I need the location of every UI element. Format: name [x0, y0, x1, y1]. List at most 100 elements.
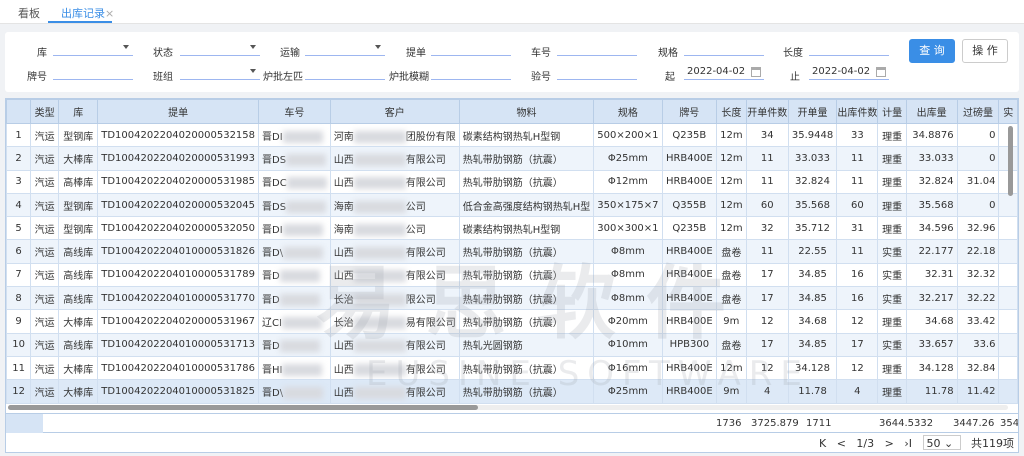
table-cell: 盘卷	[716, 332, 747, 357]
table-cell: 热轧带肋钢筋（抗震）	[458, 169, 595, 194]
transport-select[interactable]	[305, 42, 385, 56]
last-page-icon[interactable]: ›I	[904, 437, 912, 450]
spec-input[interactable]	[684, 42, 764, 56]
end-date-input[interactable]: 2022-04-02	[809, 66, 889, 80]
column-header[interactable]: 客户	[329, 99, 460, 124]
calendar-icon[interactable]	[751, 67, 761, 77]
table-cell: 22.177	[905, 239, 958, 264]
column-header[interactable]	[6, 99, 32, 124]
column-header[interactable]: 物料	[458, 99, 595, 124]
table-cell: 7	[6, 262, 32, 288]
vehicle-prefix: 晋DS	[262, 154, 287, 166]
customer-prefix: 河南	[333, 131, 354, 143]
customer-suffix: 有限公司	[405, 364, 446, 376]
length-input[interactable]	[809, 42, 889, 56]
table-row[interactable]: 2 汽运 大棒库 TD1004202204020000531993 晋DS 山西 有限公司热…	[6, 146, 1018, 171]
total-order-qty: 3725.879	[751, 418, 799, 429]
column-header[interactable]: 提单	[97, 99, 260, 124]
table-cell	[998, 239, 1018, 264]
table-cell: 热轧带肋钢筋（抗震）	[458, 239, 595, 264]
bill-input[interactable]	[431, 42, 511, 56]
prev-page-icon[interactable]: <	[836, 437, 846, 450]
page-size-select[interactable]: 50 ⌄	[922, 435, 961, 450]
table-row[interactable]: 10 汽运 高线库 TD1004202204010000531713 晋D 山西 有限公司热…	[6, 332, 1018, 357]
column-header[interactable]: 开单件数	[745, 99, 789, 124]
table-row[interactable]: 8 汽运 高线库 TD1004202204010000531770 晋D 长治 限公司 热轧带…	[6, 286, 1018, 311]
table-cell: 山西 有限公司	[329, 146, 460, 171]
column-header[interactable]: 长度	[716, 99, 747, 124]
redacted-blur	[279, 293, 320, 306]
table-cell: 34.128	[787, 355, 838, 381]
table-cell: 热轧带肋钢筋（抗震）	[458, 379, 595, 404]
column-header[interactable]: 类型	[30, 99, 60, 124]
vehicle-input[interactable]	[557, 42, 637, 56]
vertical-scrollbar[interactable]	[1008, 126, 1013, 196]
label-status: 状态	[153, 48, 173, 59]
table-cell: 晋D\	[258, 239, 331, 264]
total-weighed-qty: 3447.26	[953, 418, 995, 429]
table-row[interactable]: 3 汽运 高棒库 TD1004202204020000531985 晋DC 山西 有限公司热…	[6, 169, 1018, 194]
table-cell: 12	[836, 355, 879, 381]
table-cell: 盘卷	[716, 239, 747, 264]
column-header[interactable]: 实	[998, 99, 1018, 124]
calendar-icon[interactable]	[876, 67, 886, 77]
start-date-value: 2022-04-02	[687, 66, 746, 77]
grade-input[interactable]	[53, 66, 133, 80]
close-icon[interactable]: ×	[105, 7, 115, 20]
table-cell: 晋D	[258, 286, 331, 311]
table-row[interactable]: 11 汽运 大棒库 TD1004202204010000531786 晋HI 山西 有限公司…	[6, 355, 1018, 381]
query-button[interactable]: 查 询	[909, 39, 955, 63]
table-row[interactable]: 9 汽运 大棒库 TD1004202204020000531967 辽CI 长治 易有限公司…	[6, 309, 1018, 334]
scrollbar-thumb[interactable]	[8, 405, 478, 410]
warehouse-select[interactable]	[53, 42, 133, 56]
tab-dashboard[interactable]: 看板	[18, 7, 40, 20]
column-header[interactable]: 规格	[593, 99, 663, 124]
table-row[interactable]: 4 汽运 型钢库 TD1004202204020000532045 晋DS 海南 公司 低合金…	[6, 192, 1018, 218]
operate-button[interactable]: 操 作	[962, 39, 1008, 63]
table-cell: 34.68	[905, 309, 958, 334]
chevron-down-icon	[123, 45, 129, 49]
table-row[interactable]: 12 汽运 大棒库 TD1004202204010000531825 晋D\ 山西 有限公司…	[6, 379, 1018, 404]
table-row[interactable]: 1 汽运 型钢库 TD1004202204020000532158 晋DI 河南 团股份有限…	[6, 122, 1018, 148]
table-cell: 12m	[716, 169, 747, 194]
shift-select[interactable]	[180, 66, 260, 80]
table-cell: 理重	[877, 379, 907, 404]
horizontal-scrollbar[interactable]	[8, 405, 1008, 410]
table-cell: 16	[836, 286, 879, 311]
table-cell: 22.55	[787, 239, 838, 264]
pagination: K < 1/3 > ›I 50 ⌄ 共119项	[812, 435, 1014, 451]
table-cell: 高棒库	[58, 169, 99, 194]
column-header[interactable]: 开单量	[787, 99, 838, 124]
tab-outbound-records[interactable]: 出库记录×	[61, 5, 114, 21]
column-header[interactable]: 过磅量	[956, 99, 1000, 124]
total-order-pieces: 1736	[716, 418, 742, 429]
column-header[interactable]: 牌号	[661, 99, 718, 124]
table-cell: 12m	[716, 122, 747, 148]
next-page-icon[interactable]: >	[884, 437, 894, 450]
table-cell: TD1004202204020000532158	[97, 122, 260, 148]
table-cell: 汽运	[30, 355, 60, 381]
customer-suffix: 公司	[405, 224, 426, 236]
heat-left-input[interactable]	[305, 66, 385, 80]
first-page-icon[interactable]: K	[818, 437, 827, 450]
column-header[interactable]: 出库量	[905, 99, 958, 124]
column-header[interactable]: 车号	[258, 99, 331, 124]
table-cell: 17	[745, 262, 789, 288]
table-cell: Q355B	[661, 192, 718, 218]
table-cell: 汽运	[30, 239, 60, 264]
heat-fuzzy-input[interactable]	[431, 66, 511, 80]
table-row[interactable]: 7 汽运 高线库 TD1004202204010000531789 晋D 山西 有限公司 热轧…	[6, 262, 1018, 288]
table-cell: 350×175×7	[593, 192, 663, 218]
redacted-blur	[353, 386, 406, 399]
start-date-input[interactable]: 2022-04-02	[684, 66, 764, 80]
column-header[interactable]: 出库件数	[836, 99, 879, 124]
column-header[interactable]: 库	[58, 99, 99, 124]
table-cell: 盘卷	[716, 286, 747, 311]
table-row[interactable]: 5 汽运 型钢库 TD1004202204020000532050 晋DI 海南 公司 碳素结…	[6, 216, 1018, 241]
status-select[interactable]	[180, 42, 260, 56]
column-header[interactable]: 计量	[877, 99, 907, 124]
table-cell: 2	[6, 146, 32, 171]
table-row[interactable]: 6 汽运 高线库 TD1004202204010000531826 晋D\ 山西 有限公司热…	[6, 239, 1018, 264]
table-cell: HRB400E	[661, 146, 718, 171]
check-no-input[interactable]	[557, 66, 637, 80]
